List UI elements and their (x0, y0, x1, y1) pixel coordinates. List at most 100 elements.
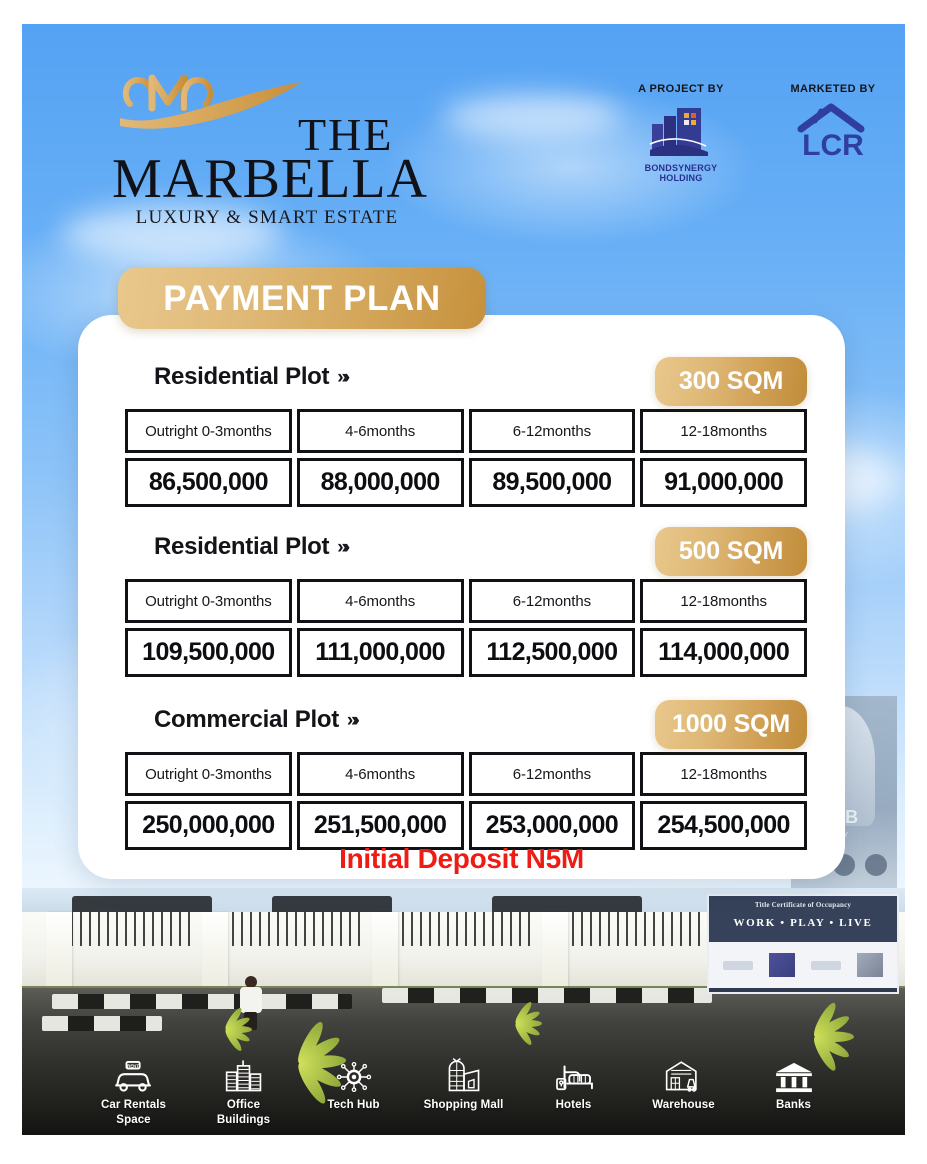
amenity-label: Banks (775, 1099, 812, 1112)
initial-deposit-text: Initial Deposit N5M (339, 843, 584, 874)
svg-text:LCR: LCR (802, 129, 864, 159)
photo-road-curb (52, 994, 352, 1009)
table-header-row: Outright 0-3months 4-6months 6-12months … (125, 752, 807, 796)
cloud-wisp (62, 204, 282, 262)
table-header-cell: 6-12months (468, 409, 636, 453)
table-price-row: 109,500,000 111,000,000 112,500,000 114,… (125, 628, 807, 677)
photo-wall-pillar (372, 912, 398, 990)
photo-wall-pillar (542, 912, 568, 990)
photo-wall-pillar (46, 912, 72, 990)
table-price-cell: 253,000,000 (468, 801, 636, 850)
payment-plan-label: PAYMENT PLAN (163, 278, 441, 318)
brand-name-text: MARBELLA (112, 148, 428, 210)
partner-name-line1: BONDSYNERGY (644, 163, 718, 173)
shopping-mall-icon (422, 1053, 506, 1093)
bank-icon (752, 1053, 836, 1093)
partner-caption: A PROJECT BY (638, 83, 724, 95)
tech-hub-icon (312, 1053, 396, 1093)
table-header-cell: Outright 0-3months (125, 752, 292, 796)
amenity-label: Hotels (555, 1099, 592, 1112)
chevrons-right-icon: »› (346, 709, 360, 731)
table-price-cell: 91,000,000 (640, 458, 807, 507)
partner-caption: MARKETED BY (790, 83, 876, 95)
office-buildings-icon (202, 1053, 286, 1093)
table-price-row: 250,000,000 251,500,000 253,000,000 254,… (125, 801, 807, 850)
sqm-badge: 1000 SQM (655, 700, 807, 749)
photo-fence (572, 912, 702, 946)
partner-project-by: A PROJECT BY BONDSYNERGY HOLDING (622, 84, 740, 204)
amenity-office-buildings: Office Buildings (202, 1053, 286, 1127)
sqm-badge: 300 SQM (655, 357, 807, 406)
photo-fence (62, 912, 192, 946)
photo-rooftop (272, 896, 392, 916)
hotel-bed-icon (532, 1053, 616, 1093)
warehouse-icon (642, 1053, 726, 1093)
flyer-canvas: THE EST AL HUB EXPRESSWAY (22, 24, 905, 1135)
photo-wall-pillar (202, 912, 228, 990)
table-price-cell: 86,500,000 (125, 458, 292, 507)
section-header: Commercial Plot »› 1000 SQM (125, 700, 807, 752)
payment-plan-badge: PAYMENT PLAN (118, 267, 486, 329)
billboard-bottom-panel (709, 942, 897, 988)
table-header-row: Outright 0-3months 4-6months 6-12months … (125, 409, 807, 453)
car-rental-icon: RENT (92, 1053, 176, 1093)
billboard-top-panel: Title Certificate of Occupancy WORK • PL… (709, 896, 897, 942)
table-price-cell: 250,000,000 (125, 801, 292, 850)
table-price-cell: 251,500,000 (296, 801, 464, 850)
amenity-label: Shopping Mall (423, 1099, 504, 1112)
photo-palm-plant (492, 1000, 544, 1047)
estate-photo: Title Certificate of Occupancy WORK • PL… (22, 888, 905, 1135)
billboard-line1: Title Certificate of Occupancy (754, 901, 852, 909)
partner-marketed-by: MARKETED BY LCR LCR (774, 84, 892, 204)
partner-logos: A PROJECT BY BONDSYNERGY HOLDING (622, 84, 892, 204)
lcr-house-icon: LCR (774, 102, 892, 160)
photo-rooftop (72, 896, 212, 916)
table-price-cell: 112,500,000 (468, 628, 636, 677)
billboard-bondsynergy-logo-icon (769, 953, 795, 977)
person-body (240, 987, 262, 1013)
brand-the-text: THE (298, 109, 394, 160)
table-header-cell: 12-18months (640, 409, 807, 453)
table-price-row: 86,500,000 88,000,000 89,500,000 91,000,… (125, 458, 807, 507)
svg-text:RENT: RENT (127, 1064, 139, 1069)
table-header-row: Outright 0-3months 4-6months 6-12months … (125, 579, 807, 623)
photo-rooftop (492, 896, 642, 916)
table-header-cell: 6-12months (468, 579, 636, 623)
billboard-text-bar (723, 960, 753, 970)
amenity-tech-hub: Tech Hub (312, 1053, 396, 1112)
sqm-badge-label: 300 SQM (678, 367, 784, 395)
marbella-m-monogram-icon (112, 56, 312, 130)
table-header-cell: 12-18months (640, 752, 807, 796)
table-header-cell: Outright 0-3months (125, 409, 292, 453)
amenity-label: Office Buildings (216, 1099, 271, 1126)
table-price-cell: 109,500,000 (125, 628, 292, 677)
photo-palm-plant (779, 1000, 857, 1074)
amenity-label: Warehouse (652, 1099, 715, 1112)
photo-road-curb (42, 1016, 162, 1031)
photo-billboard: Title Certificate of Occupancy WORK • PL… (707, 894, 899, 994)
chevrons-right-icon: »› (337, 366, 350, 388)
chevrons-right-icon: »› (337, 536, 350, 558)
table-header-cell: 4-6months (296, 579, 464, 623)
amenity-label: Car Rentals Space (100, 1099, 166, 1126)
section-title: Residential Plot »› (154, 535, 350, 559)
photo-fence (232, 912, 362, 946)
amenity-car-rentals: RENT Car Rentals Space (92, 1053, 176, 1127)
section-title: Residential Plot »› (154, 363, 350, 390)
section-header: Residential Plot »› 300 SQM (125, 357, 807, 409)
table-price-cell: 89,500,000 (468, 458, 636, 507)
amenity-warehouse: Warehouse (642, 1053, 726, 1112)
plan-section-300sqm: Residential Plot »› 300 SQM Outright 0-3… (125, 357, 807, 507)
sqm-badge-label: 1000 SQM (672, 710, 790, 738)
brand-header: THE MARBELLA LUXURY & SMART ESTATE (112, 56, 427, 227)
partner-name-line2: HOLDING (659, 173, 703, 184)
billboard-line2: WORK • PLAY • LIVE (733, 917, 873, 929)
photo-palm-plant (202, 1006, 254, 1053)
photo-road-curb (382, 988, 712, 1003)
amenity-label: Tech Hub (327, 1099, 380, 1112)
billboard-text-bar (811, 960, 841, 970)
table-header-cell: 4-6months (296, 752, 464, 796)
plan-section-1000sqm: Commercial Plot »› 1000 SQM Outright 0-3… (125, 700, 807, 850)
section-title: Commercial Plot »› (154, 708, 360, 732)
section-title-text: Residential Plot (154, 363, 330, 390)
